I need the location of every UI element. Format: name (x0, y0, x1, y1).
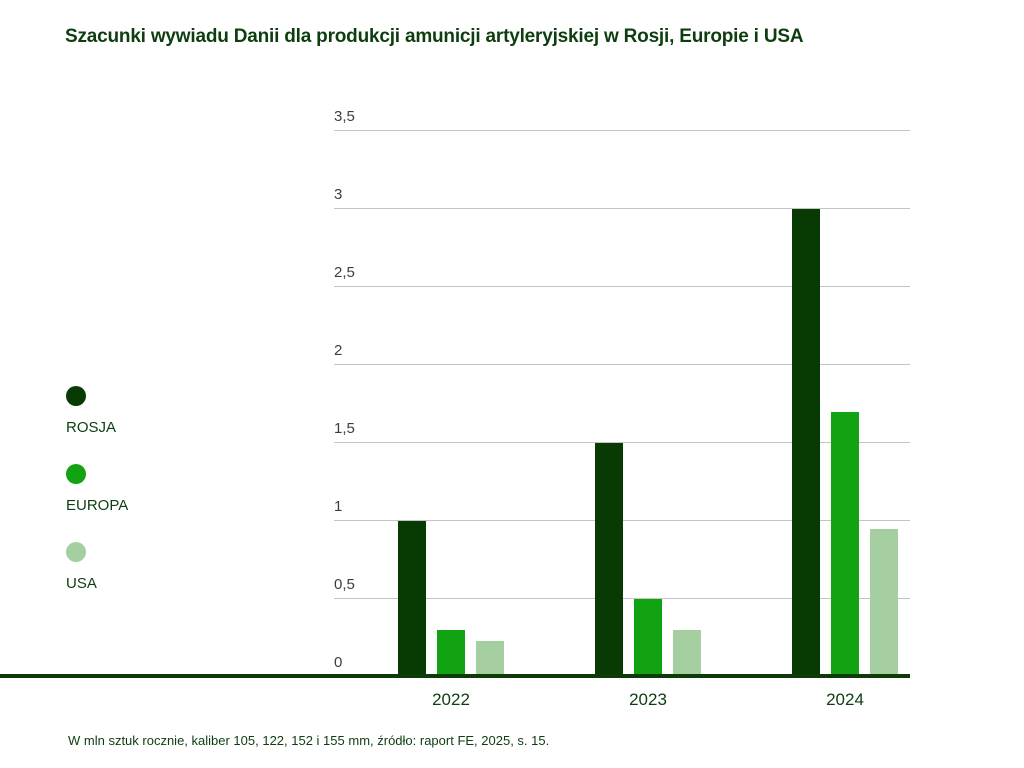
bar-usa-2022 (476, 641, 504, 677)
y-tick-label: 1,5 (334, 420, 355, 437)
y-tick-label: 3,5 (334, 108, 355, 125)
bar-usa-2024 (870, 529, 898, 677)
y-tick-label: 1 (334, 498, 343, 515)
bar-europa-2023 (634, 599, 662, 677)
x-tick-label: 2023 (629, 690, 667, 709)
x-tick-label: 2024 (826, 690, 864, 709)
y-tick-label: 0,5 (334, 576, 355, 593)
gridline (334, 364, 910, 365)
y-tick-label: 2,5 (334, 264, 355, 281)
bar-europa-2024 (831, 412, 859, 677)
legend-label-rosja: ROSJA (66, 419, 117, 436)
y-tick-label: 0 (334, 654, 343, 671)
bar-rosja-2022 (398, 521, 426, 677)
x-tick-label: 2022 (432, 690, 470, 709)
gridline (334, 442, 910, 443)
bar-rosja-2024 (792, 209, 820, 677)
legend-dot-usa-icon (66, 542, 86, 562)
y-tick-label: 2 (334, 342, 343, 359)
x-axis-line (0, 674, 910, 678)
legend-dot-europa-icon (66, 464, 86, 484)
chart-title: Szacunki wywiadu Danii dla produkcji amu… (65, 26, 804, 47)
legend-item-europa: EUROPA (66, 464, 226, 524)
legend-item-rosja: ROSJA (66, 386, 226, 446)
bar-usa-2023 (673, 630, 701, 677)
legend-dot-rosja-icon (66, 386, 86, 406)
gridline (334, 130, 910, 131)
gridline (334, 286, 910, 287)
legend-item-usa: USA (66, 542, 226, 602)
y-tick-label: 3 (334, 186, 343, 203)
source-note: W mln sztuk rocznie, kaliber 105, 122, 1… (68, 733, 550, 748)
legend-label-europa: EUROPA (66, 497, 129, 514)
legend-label-usa: USA (66, 575, 97, 592)
bar-rosja-2023 (595, 443, 623, 677)
bar-europa-2022 (437, 630, 465, 677)
gridline (334, 208, 910, 209)
